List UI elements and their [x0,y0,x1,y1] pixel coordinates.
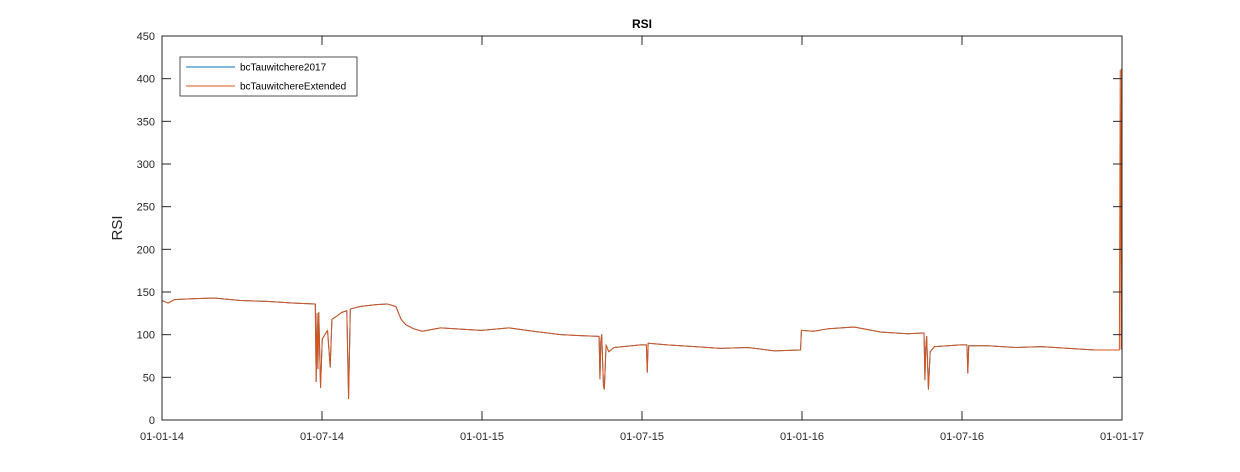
y-tick-label: 250 [137,202,155,214]
ticks-layer: 01-01-14 01-07-14 01-01-15 01-07-15 01-01-16… [137,31,1144,443]
x-tick-label: 01-07-15 [620,431,664,443]
legend: bcTauwitchere2017 bcTauwitchereExtended [179,56,358,97]
legend-entry-bcTauwitchere2017: bcTauwitchere2017 [240,63,327,74]
y-axis-label: RSI [109,215,126,240]
y-tick-label: 150 [137,287,155,299]
y-tick-label: 400 [137,74,155,86]
x-tick-label: 01-01-16 [780,431,824,443]
y-tick-label: 450 [137,31,155,43]
series-layer [161,68,1123,400]
y-tick-label: 300 [137,159,155,171]
x-tick-label: 01-07-16 [940,431,984,443]
legend-entry-bcTauwitchereExtended: bcTauwitchereExtended [240,82,346,93]
legend-box [179,56,358,97]
x-tick-label: 01-01-15 [460,431,504,443]
series-line-bcTauwitchereExtended [161,68,1123,400]
y-tick-label: 200 [137,244,155,256]
chart-title: RSI [632,17,652,31]
y-tick-label: 100 [137,330,155,342]
y-tick-label: 50 [143,372,155,384]
x-tick-label: 01-01-17 [1100,431,1144,443]
y-tick-label: 0 [149,415,155,427]
y-tick-label: 350 [137,116,155,128]
x-tick-label: 01-01-14 [140,431,184,443]
x-tick-label: 01-07-14 [300,431,344,443]
